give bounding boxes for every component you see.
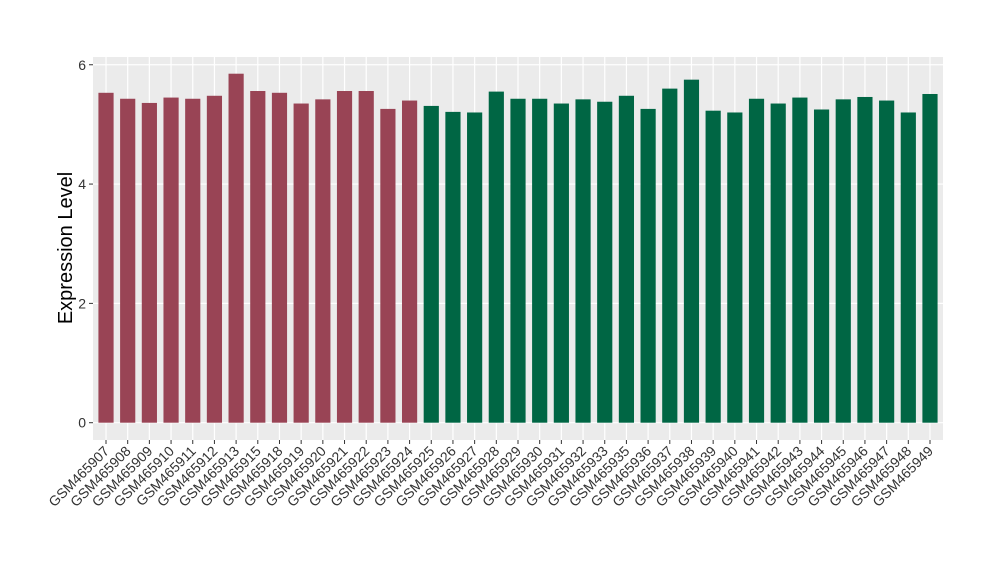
- bar: [250, 91, 266, 423]
- bar: [835, 99, 851, 423]
- bar: [532, 98, 548, 423]
- bar: [792, 97, 808, 423]
- bar: [445, 111, 461, 423]
- bar: [748, 98, 765, 423]
- bar: [727, 112, 743, 423]
- bar: [879, 100, 895, 423]
- bar: [597, 101, 613, 423]
- bar: [120, 98, 136, 423]
- bar: [683, 79, 700, 423]
- bar: [488, 91, 504, 423]
- bar: [163, 97, 179, 423]
- bar: [141, 102, 157, 423]
- y-tick-label: 6: [78, 57, 86, 73]
- bar: [770, 103, 786, 423]
- bar: [662, 88, 678, 423]
- bar: [358, 91, 374, 423]
- bar: [206, 95, 223, 423]
- y-tick-label: 2: [78, 295, 86, 311]
- bar: [553, 103, 569, 423]
- bar: [813, 109, 830, 423]
- bar: [575, 99, 591, 423]
- bar: [380, 108, 396, 423]
- bar: [98, 92, 114, 423]
- bar: [640, 108, 656, 423]
- bar: [467, 112, 483, 423]
- bar: [423, 105, 439, 423]
- y-tick-label: 0: [78, 415, 86, 431]
- bar: [336, 91, 353, 423]
- bar: [618, 95, 635, 423]
- bar: [293, 103, 309, 423]
- bar: [228, 73, 244, 423]
- bar: [900, 112, 916, 423]
- bar: [401, 100, 418, 423]
- bar: [857, 96, 873, 423]
- y-axis-title: Expression Level: [55, 172, 77, 324]
- bar: [315, 99, 331, 423]
- bar: [705, 110, 721, 423]
- y-tick-label: 4: [78, 176, 86, 192]
- bar: [510, 98, 526, 423]
- bar: [185, 98, 201, 423]
- bar: [922, 93, 938, 423]
- bar: [271, 92, 288, 423]
